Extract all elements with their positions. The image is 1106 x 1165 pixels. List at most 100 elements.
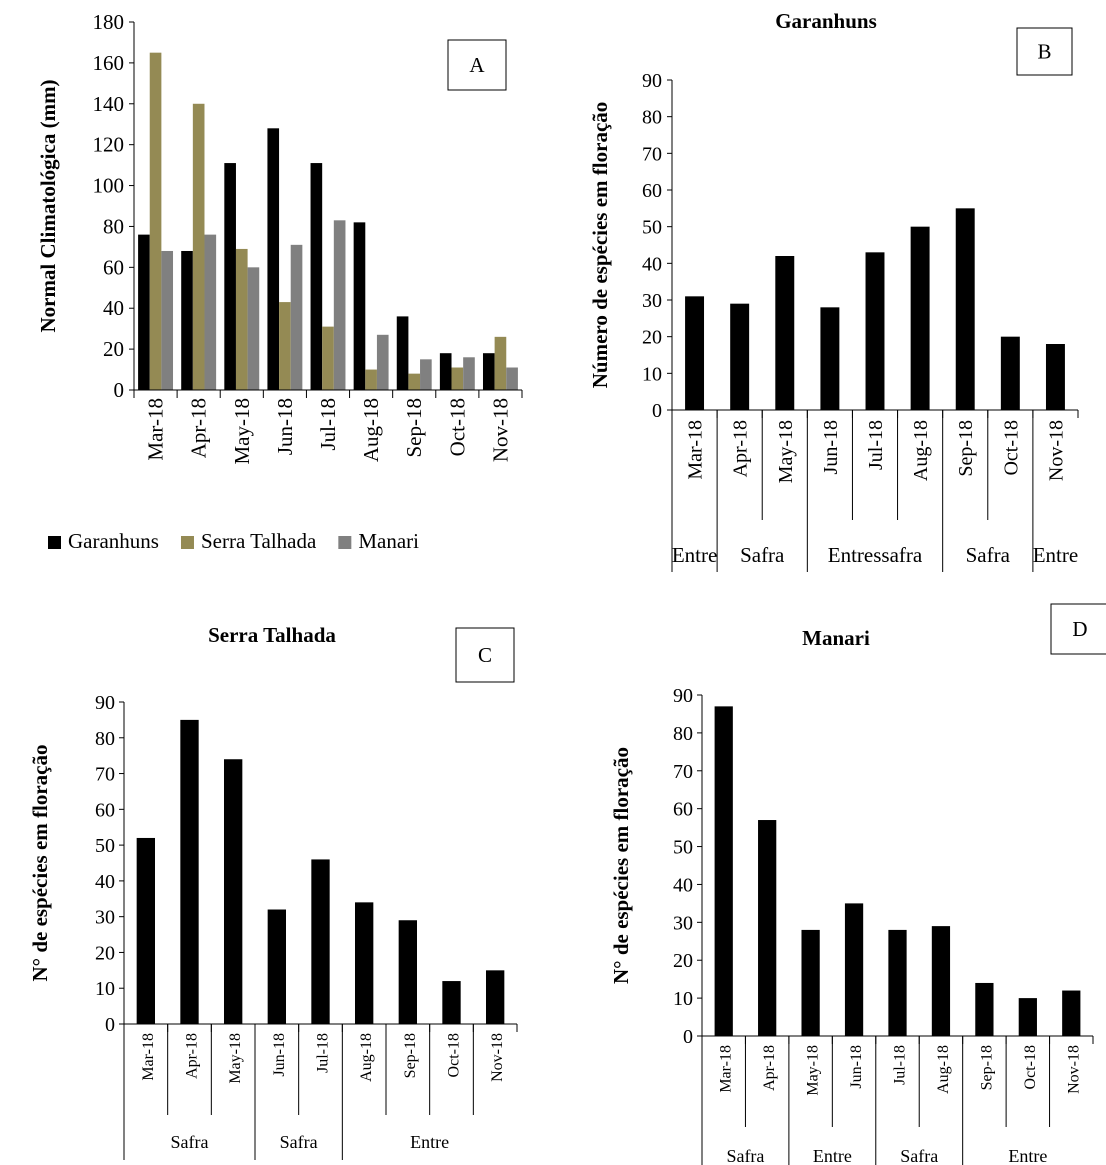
bar-aug-18 (910, 226, 930, 410)
x-tick-label-jun-18: Jun-18 (273, 398, 297, 455)
x-tick-label-oct-18: Oct-18 (1022, 1045, 1039, 1089)
y-tick-label: 10 (642, 363, 662, 385)
y-tick-label: 0 (652, 400, 662, 422)
y-tick-label: 20 (103, 337, 124, 361)
panel-label: D (1072, 617, 1087, 641)
x-tick-label-jun-18: Jun-18 (820, 420, 842, 474)
legend: Garanhuns Serra Talhada Manari (48, 529, 419, 553)
x-tick-label-oct-18: Oct-18 (1000, 420, 1022, 476)
group-label-entre: Entre (813, 1146, 852, 1165)
x-tick-label-nov-18: Nov-18 (488, 398, 512, 462)
y-tick-label: 30 (673, 912, 693, 934)
x-tick-label-jun-18: Jun-18 (271, 1033, 288, 1077)
bar-garanhuns-may-18 (224, 163, 236, 390)
bar-garanhuns-jul-18 (310, 163, 323, 390)
bar-manari-sep-18 (420, 359, 432, 390)
bar-serra-talhada-nov-18 (494, 336, 507, 390)
y-tick-label: 20 (673, 950, 693, 972)
bar-garanhuns-oct-18 (439, 353, 452, 390)
x-tick-label-jul-18: Jul-18 (315, 1033, 332, 1073)
bar-nov-18 (1045, 344, 1065, 410)
bar-jul-18 (865, 252, 885, 410)
bar-may-18 (223, 759, 243, 1024)
y-tick-label: 10 (95, 978, 115, 1000)
x-tick-label-jul-18: Jul-18 (892, 1045, 909, 1085)
y-tick-label: 30 (95, 907, 115, 929)
group-label-safra: Safra (900, 1146, 938, 1165)
chart-title: Serra Talhada (208, 623, 336, 647)
x-tick-label-sep-18: Sep-18 (978, 1045, 995, 1090)
y-tick-label: 120 (93, 133, 125, 157)
x-tick-label-aug-18: Aug-18 (910, 420, 932, 481)
y-tick-label: 90 (642, 70, 662, 92)
chart-title: Garanhuns (775, 9, 877, 33)
x-tick-label-nov-18: Nov-18 (489, 1033, 506, 1082)
panel-label-box (1016, 27, 1073, 76)
y-tick-label: 160 (93, 51, 125, 75)
y-tick-label: 60 (673, 799, 693, 821)
bar-jun-18 (820, 307, 840, 410)
panel-label-box (447, 39, 507, 91)
bar-may-18 (801, 929, 820, 1036)
bar-serra-talhada-sep-18 (408, 373, 421, 390)
y-axis-label: Normal Climatológica (mm) (36, 79, 60, 332)
bar-garanhuns-mar-18 (138, 234, 150, 390)
legend-swatch-manari (338, 536, 352, 549)
bar-serra-talhada-mar-18 (149, 52, 162, 391)
bar-sep-18 (398, 920, 418, 1024)
x-tick-label-nov-18: Nov-18 (1065, 1045, 1082, 1094)
x-tick-label-mar-18: Mar-18 (144, 398, 168, 461)
bar-apr-18 (180, 719, 199, 1024)
panel-label: A (469, 53, 485, 77)
bar-serra-talhada-jun-18 (279, 302, 291, 390)
bar-garanhuns-nov-18 (482, 353, 495, 390)
y-axis-label: N° de espécies em floração (28, 745, 52, 982)
chart-panel-b: Garanhuns B 0 10 20 30 40 50 60 70 80 90 Número de e… (588, 9, 1079, 572)
x-tick-label-aug-18: Aug-18 (935, 1045, 952, 1094)
legend-swatch-garanhuns (48, 536, 61, 549)
y-tick-label: 0 (683, 1026, 693, 1048)
bar-mar-18 (136, 837, 156, 1024)
y-tick-label: 60 (103, 255, 124, 279)
bar-serra-talhada-apr-18 (192, 103, 205, 391)
y-tick-label: 140 (93, 92, 125, 116)
y-tick-label: 70 (673, 761, 693, 783)
bar-manari-nov-18 (506, 367, 518, 390)
x-tick-label-oct-18: Oct-18 (445, 398, 469, 456)
bars (136, 719, 505, 1024)
y-tick-label: 0 (114, 378, 125, 402)
x-tick-label-may-18: May-18 (227, 1033, 244, 1084)
bar-manari-jul-18 (333, 220, 346, 390)
y-tick-label: 40 (642, 253, 662, 275)
bar-serra-talhada-jul-18 (322, 326, 334, 390)
bar-nov-18 (485, 970, 505, 1024)
x-tick-label-jul-18: Jul-18 (865, 420, 887, 470)
group-label-entressafra: Entressafra (828, 543, 923, 567)
y-tick-label: 70 (642, 143, 662, 165)
x-tick-label-apr-18: Apr-18 (730, 420, 752, 477)
group-label-safra: Safra (740, 543, 785, 567)
bar-oct-18 (1018, 998, 1037, 1036)
y-tick-label: 50 (673, 837, 693, 859)
bar-jul-18 (888, 929, 907, 1036)
bar-may-18 (775, 256, 795, 410)
bar-manari-oct-18 (463, 357, 475, 390)
y-tick-label: 40 (95, 871, 115, 893)
y-tick-label: 90 (95, 692, 115, 714)
panel-label: C (478, 643, 492, 667)
x-tick-label-mar-18: Mar-18 (685, 420, 707, 480)
panel-label: B (1037, 40, 1051, 64)
chart-panel-d: Manari D 0 10 20 30 40 50 60 70 80 90 N° de espécies… (609, 603, 1106, 1165)
y-tick-label: 30 (642, 290, 662, 312)
bar-garanhuns-sep-18 (396, 316, 409, 390)
bar-manari-aug-18 (376, 334, 389, 390)
x-tick-label-oct-18: Oct-18 (446, 1033, 463, 1077)
x-tick-label-sep-18: Sep-18 (402, 1033, 419, 1078)
bar-manari-mar-18 (161, 250, 174, 390)
bar-garanhuns-aug-18 (353, 222, 366, 390)
bar-oct-18 (442, 981, 461, 1024)
legend-label-garanhuns: Garanhuns (68, 529, 159, 553)
x-tick-label-may-18: May-18 (230, 398, 254, 465)
y-tick-label: 10 (673, 988, 693, 1010)
